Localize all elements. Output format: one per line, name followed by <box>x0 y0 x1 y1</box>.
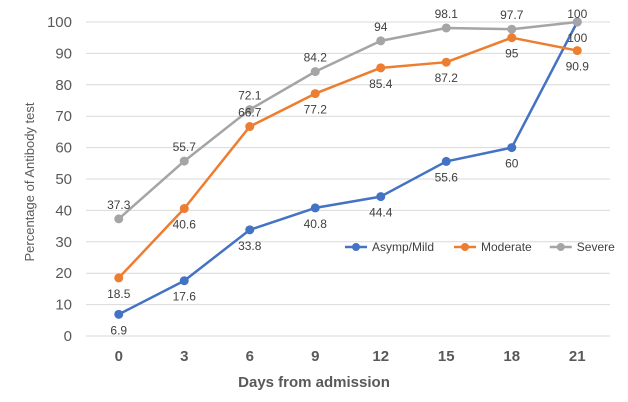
x-tick-label: 6 <box>246 348 254 365</box>
data-label: 40.6 <box>173 218 197 232</box>
data-label: 55.6 <box>435 170 459 184</box>
y-tick-label: 100 <box>47 14 72 31</box>
legend-label: Severe <box>577 240 615 254</box>
data-point <box>507 143 517 153</box>
y-tick-label: 60 <box>55 140 72 157</box>
data-point <box>245 122 255 132</box>
data-point <box>376 192 386 202</box>
data-point <box>114 309 124 319</box>
data-point <box>245 225 255 235</box>
data-point <box>179 276 189 286</box>
series-1 <box>114 17 582 319</box>
data-label: 55.7 <box>173 140 197 154</box>
x-axis-label: Days from admission <box>238 374 390 391</box>
series-line <box>117 36 578 279</box>
data-label: 90.9 <box>566 60 590 74</box>
data-label: 17.6 <box>173 290 197 304</box>
x-tick-label: 15 <box>438 348 455 365</box>
data-label: 77.2 <box>304 103 328 117</box>
data-point <box>179 204 189 214</box>
series-2 <box>114 33 582 283</box>
data-point <box>245 105 255 115</box>
data-label: 87.2 <box>435 71 459 85</box>
data-label: 33.8 <box>238 239 262 253</box>
data-label: 72.1 <box>238 89 262 103</box>
data-point <box>310 89 320 99</box>
data-label: 18.5 <box>107 287 131 301</box>
x-tick-label: 12 <box>372 348 389 365</box>
data-point <box>441 156 451 166</box>
data-point <box>507 33 517 43</box>
data-point <box>114 273 124 283</box>
data-label: 37.3 <box>107 198 131 212</box>
x-tick-label: 3 <box>180 348 188 365</box>
legend-label: Asymp/Mild <box>372 240 434 254</box>
series-3 <box>114 17 582 224</box>
data-label: 40.8 <box>304 217 328 231</box>
data-label: 84.2 <box>304 51 328 65</box>
legend-swatch-marker <box>352 243 360 251</box>
data-label: 100 <box>567 31 587 45</box>
legend: Asymp/Mild Moderate Severe <box>345 240 615 254</box>
y-axis-label: Percentage of Antibody test <box>22 102 37 261</box>
data-point <box>441 57 451 67</box>
y-tick-label: 20 <box>55 265 72 282</box>
x-axis-ticks: 0 3 6 9 12 15 18 21 <box>115 348 586 365</box>
legend-item: Asymp/Mild <box>345 240 434 254</box>
series-line <box>117 20 578 220</box>
x-tick-label: 21 <box>569 348 586 365</box>
y-tick-label: 40 <box>55 202 72 219</box>
data-point <box>376 63 386 73</box>
y-tick-label: 80 <box>55 77 72 94</box>
legend-item: Moderate <box>454 240 532 254</box>
data-point <box>114 214 124 224</box>
data-label: 66.7 <box>238 106 262 120</box>
data-point <box>310 203 320 213</box>
x-tick-label: 18 <box>503 348 520 365</box>
y-tick-label: 90 <box>55 45 72 62</box>
data-point <box>179 156 189 166</box>
data-label: 85.4 <box>369 77 393 91</box>
data-label: 100 <box>567 7 587 21</box>
data-point <box>441 23 451 33</box>
data-point <box>310 67 320 77</box>
data-point <box>572 46 582 56</box>
data-label: 6.9 <box>110 323 127 337</box>
data-point <box>376 36 386 46</box>
data-label: 98.1 <box>435 7 459 21</box>
legend-swatch-marker <box>556 243 565 251</box>
x-tick-label: 0 <box>115 348 123 365</box>
y-tick-label: 30 <box>55 234 72 251</box>
y-tick-label: 0 <box>64 328 72 345</box>
data-labels: 6.9 17.6 33.8 40.8 44.4 55.6 60 100 18.5 40.6 66.7… <box>107 7 589 337</box>
y-tick-label: 70 <box>55 108 72 125</box>
data-point <box>507 24 517 34</box>
series-lines <box>114 17 582 319</box>
legend-item: Severe <box>549 240 615 254</box>
data-point <box>572 17 582 27</box>
data-label: 44.4 <box>369 206 393 220</box>
legend-swatch-marker <box>461 243 469 251</box>
grid-lines <box>86 21 610 337</box>
data-label: 95 <box>505 47 519 61</box>
y-axis-ticks: 0 10 20 30 40 50 60 70 80 90 100 <box>47 14 72 345</box>
y-tick-label: 10 <box>55 297 72 314</box>
x-tick-label: 9 <box>311 348 319 365</box>
y-tick-label: 50 <box>55 171 72 188</box>
series-line <box>118 21 579 316</box>
data-label: 94 <box>374 20 388 34</box>
legend-label: Moderate <box>481 240 532 254</box>
data-label: 60 <box>505 157 519 171</box>
data-label: 97.7 <box>500 8 524 22</box>
